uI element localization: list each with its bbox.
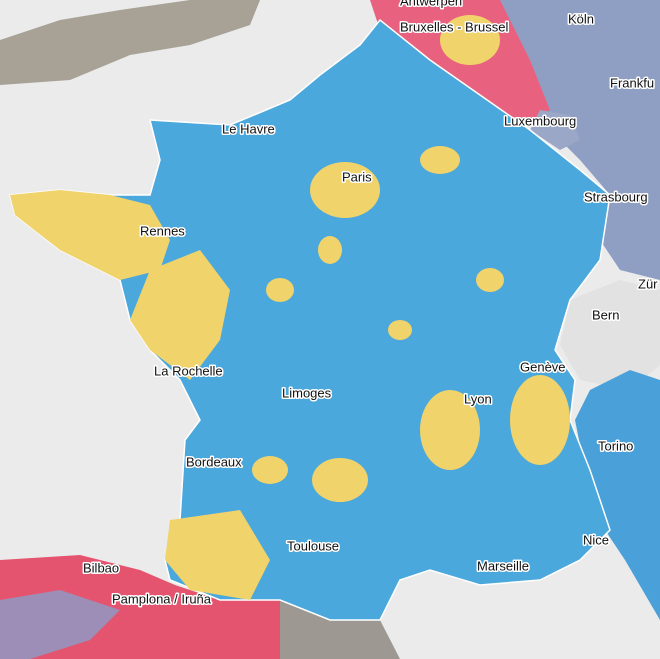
uk	[0, 0, 260, 85]
city-label: Bern	[592, 307, 619, 322]
city-label: Luxembourg	[504, 113, 576, 128]
city-label: Strasbourg	[584, 189, 648, 204]
city-label: Marseille	[477, 558, 529, 573]
city-label: Bordeaux	[186, 454, 242, 469]
spain-east	[0, 590, 120, 659]
city-label: Lyon	[464, 391, 492, 406]
andorra-region	[280, 600, 400, 659]
city-label: Köln	[568, 11, 594, 26]
city-label: Genève	[520, 359, 566, 374]
italy	[575, 370, 660, 620]
city-label: Toulouse	[287, 538, 339, 553]
city-label: Torino	[598, 438, 633, 453]
luxembourg	[530, 110, 580, 150]
city-label: La Rochelle	[154, 363, 223, 378]
city-label: Rennes	[140, 223, 185, 238]
belgium	[370, 0, 550, 130]
city-label: Antwerpen	[400, 0, 462, 8]
city-label: Bruxelles - Brussel	[400, 19, 508, 34]
belgium-yellow	[440, 15, 500, 65]
city-label: Limoges	[282, 385, 332, 400]
city-label: Nice	[583, 532, 609, 547]
city-label: Zür	[638, 276, 658, 291]
yellow-regions	[10, 146, 570, 600]
switzerland	[560, 280, 660, 390]
city-label: Frankfu	[610, 75, 654, 90]
city-label: Pamplona / Iruña	[112, 591, 212, 606]
city-label: Paris	[342, 169, 372, 184]
city-label: Bilbao	[83, 560, 119, 575]
city-label: Le Havre	[222, 121, 275, 136]
